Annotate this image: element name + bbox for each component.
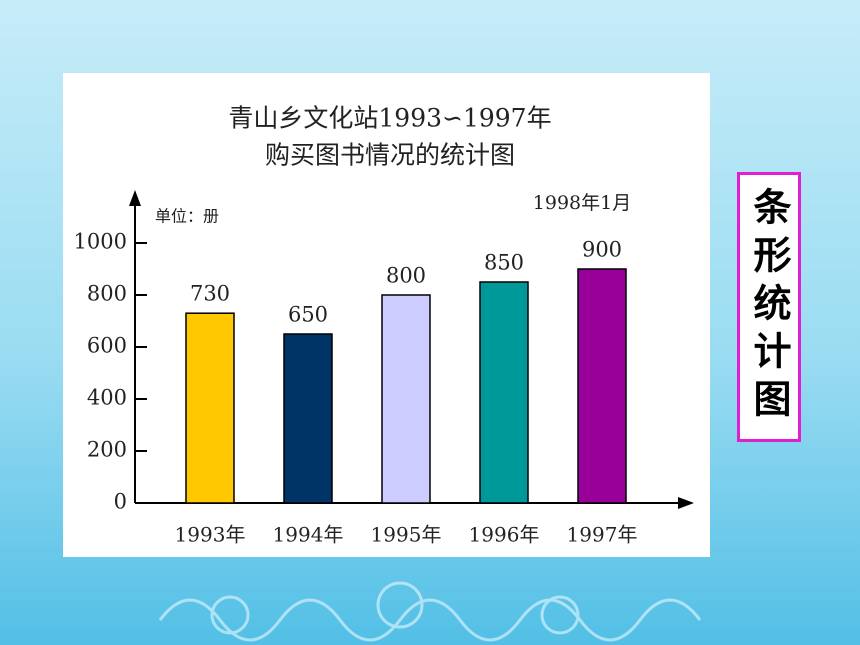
y-tick-label: 200 (87, 438, 127, 462)
value-label: 650 (288, 303, 328, 327)
value-label: 800 (386, 264, 426, 288)
value-label: 850 (484, 251, 524, 275)
decoration (158, 581, 702, 642)
chart-title: 青山乡文化站1993∽1997年 (228, 104, 551, 133)
unit-label: 单位：册 (155, 207, 219, 226)
x-tick-label: 1995年 (371, 523, 442, 547)
bar (381, 294, 431, 504)
date-label: 1998年1月 (533, 192, 631, 214)
y-tick-label: 0 (114, 490, 127, 514)
y-tick-label: 800 (87, 282, 127, 306)
bar (283, 333, 333, 504)
side-label: 条形统计图 (737, 172, 801, 442)
y-axis-arrow (129, 190, 141, 206)
x-tick-label: 1993年 (175, 523, 246, 547)
x-axis-arrow (678, 497, 694, 509)
value-label: 900 (582, 238, 622, 262)
y-tick-label: 1000 (74, 230, 127, 254)
bar (479, 281, 529, 504)
chart-title: 购买图书情况的统计图 (265, 141, 515, 170)
bar (577, 268, 627, 504)
y-tick-label: 600 (87, 334, 127, 358)
x-tick-label: 1996年 (469, 523, 540, 547)
y-tick-label: 400 (87, 386, 127, 410)
bar (185, 312, 235, 504)
value-label: 730 (190, 282, 230, 306)
x-tick-label: 1994年 (273, 523, 344, 547)
x-tick-label: 1997年 (567, 523, 638, 547)
